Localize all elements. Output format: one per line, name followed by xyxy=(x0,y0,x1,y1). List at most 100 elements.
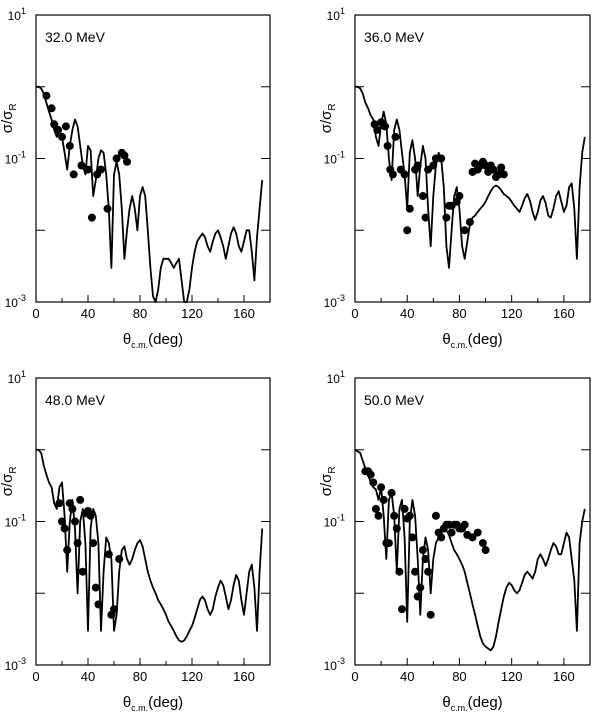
data-point xyxy=(58,132,66,141)
data-point xyxy=(468,533,477,542)
data-point xyxy=(77,161,86,170)
y-tick-label: 10-3 xyxy=(324,656,345,673)
data-point xyxy=(489,165,498,174)
data-point xyxy=(91,583,100,592)
data-point xyxy=(398,605,406,614)
data-point xyxy=(381,122,389,131)
calculated-curve xyxy=(355,85,586,269)
data-point xyxy=(403,226,412,235)
data-point xyxy=(424,567,433,576)
calculated-curve xyxy=(36,85,264,303)
data-point xyxy=(115,555,124,563)
x-tick-label: 120 xyxy=(181,669,203,684)
x-tick-label: 160 xyxy=(233,669,255,684)
data-point xyxy=(426,610,435,619)
data-point xyxy=(395,567,404,576)
x-tick-label: 80 xyxy=(452,306,466,321)
data-point xyxy=(123,157,131,166)
data-point xyxy=(103,204,112,213)
chart-title: 36.0 MeV xyxy=(364,29,425,45)
calculated-curve xyxy=(354,449,586,652)
data-point xyxy=(413,592,422,601)
data-point xyxy=(61,122,70,131)
data-point xyxy=(421,213,430,222)
data-point xyxy=(455,192,464,200)
data-point xyxy=(89,539,98,548)
x-tick-label: 40 xyxy=(400,669,414,684)
data-point xyxy=(421,555,430,563)
data-point xyxy=(400,170,409,179)
x-tick-label: 80 xyxy=(452,669,466,684)
data-point xyxy=(54,125,63,134)
data-point xyxy=(497,163,506,172)
y-tick-label: 10-3 xyxy=(5,656,26,673)
y-tick-label: 101 xyxy=(8,369,26,386)
plot-frame xyxy=(354,14,591,303)
data-point xyxy=(374,511,383,520)
data-point xyxy=(447,528,456,537)
data-point xyxy=(431,511,440,520)
data-point xyxy=(58,517,66,526)
data-point xyxy=(47,104,56,113)
data-point xyxy=(63,546,72,555)
y-tick-label: 10-1 xyxy=(5,150,26,167)
data-point xyxy=(460,520,469,529)
data-point xyxy=(460,226,469,235)
chart-title: 48.0 MeV xyxy=(45,392,106,408)
data-point xyxy=(392,524,401,533)
data-point xyxy=(55,499,64,508)
x-tick-label: 80 xyxy=(133,669,147,684)
x-tick-label: 120 xyxy=(181,306,203,321)
x-tick-label: 120 xyxy=(501,306,523,321)
data-point xyxy=(379,495,388,504)
x-tick-label: 40 xyxy=(81,669,95,684)
chart-panel-4: 0 40 80 120 160 101 10-1 10-3 σ/σR θc.m.(deg) 50.0… xyxy=(318,369,591,713)
data-point xyxy=(391,132,400,141)
data-point xyxy=(377,483,386,492)
data-point xyxy=(84,165,92,174)
data-point xyxy=(60,524,69,533)
data-point xyxy=(97,165,105,174)
data-point xyxy=(390,511,399,520)
x-axis-label: θc.m.(deg) xyxy=(442,694,502,713)
data-point xyxy=(73,539,82,548)
data-point xyxy=(65,141,74,150)
data-point xyxy=(87,213,96,222)
data-point xyxy=(371,504,380,513)
data-point xyxy=(411,567,420,576)
data-point xyxy=(71,517,79,526)
data-point xyxy=(383,141,392,150)
data-point xyxy=(437,154,446,163)
y-tick-label: 101 xyxy=(327,6,345,23)
x-tick-label: 120 xyxy=(501,669,523,684)
data-point xyxy=(384,539,393,548)
x-tick-label: 160 xyxy=(553,306,575,321)
data-point xyxy=(499,170,508,179)
x-tick-label: 160 xyxy=(553,669,575,684)
plot-frame xyxy=(35,14,271,303)
data-point xyxy=(86,511,95,520)
y-axis-label: σ/σR xyxy=(0,466,19,496)
data-point xyxy=(76,495,85,504)
data-point xyxy=(405,204,414,213)
x-tick-label: 40 xyxy=(400,306,414,321)
data-point xyxy=(369,478,378,487)
data-point xyxy=(388,170,397,179)
data-point xyxy=(416,583,425,592)
chart-panel-3: 0 40 80 120 160 101 10-1 10-3 σ/σR θc.m.(deg) 48.0… xyxy=(0,369,271,713)
y-axis-label: σ/σR xyxy=(318,466,338,496)
x-tick-label: 40 xyxy=(81,306,95,321)
chart-panel-1: 0 40 80 120 160 101 10-1 10-3 σ/σR θc.m.(deg) 32.0… xyxy=(0,6,271,350)
data-point xyxy=(473,528,482,537)
data-point xyxy=(405,511,414,520)
data-point xyxy=(112,154,121,163)
data-point xyxy=(387,488,396,497)
x-tick-label: 0 xyxy=(32,669,39,684)
data-point xyxy=(373,125,382,134)
data-point xyxy=(104,550,113,559)
y-tick-label: 101 xyxy=(327,369,345,386)
data-point xyxy=(69,170,78,179)
data-point xyxy=(42,91,51,100)
data-point xyxy=(50,120,59,129)
